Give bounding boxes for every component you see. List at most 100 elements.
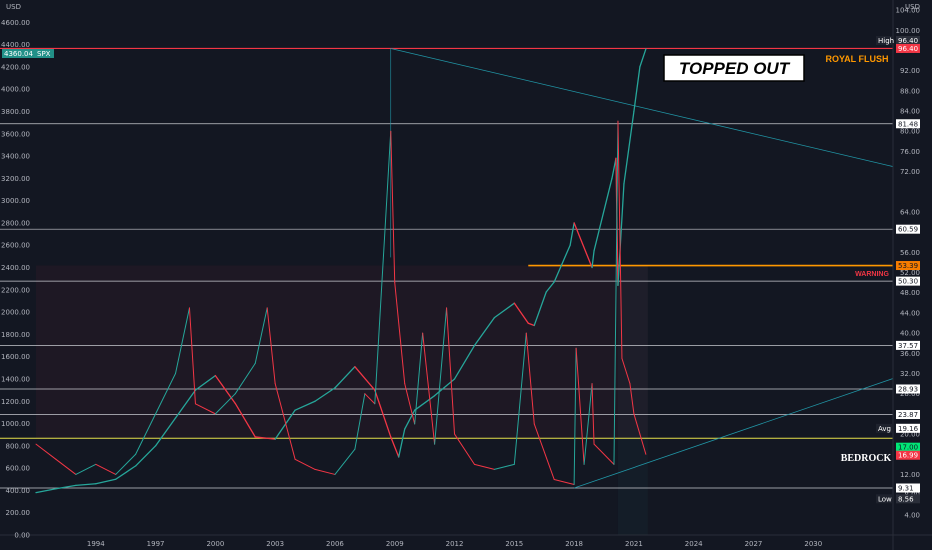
level-tag-value: 81.48 bbox=[898, 120, 918, 128]
level-tag-bg bbox=[896, 450, 920, 460]
right-tick-label: 84.00 bbox=[900, 108, 920, 116]
left-tick-label: 0.00 bbox=[14, 532, 30, 540]
right-tick-label: 80.00 bbox=[900, 128, 920, 136]
vix-segment bbox=[374, 130, 392, 405]
right-tick-label: 56.00 bbox=[900, 249, 920, 257]
spx-segment bbox=[154, 417, 177, 447]
left-tick-label: 800.00 bbox=[6, 442, 31, 450]
vix-segment bbox=[633, 413, 641, 435]
x-axis-ticks: 1994 1997 2000 2003 2006 2009 2012 2015 2018 2021… bbox=[87, 540, 822, 548]
left-tick-label: 3800.00 bbox=[1, 108, 30, 116]
level-tags: High 96.4081.4860.5953.3950.3037.5728.932… bbox=[876, 35, 920, 504]
spx-segment bbox=[214, 374, 236, 405]
vix-segment bbox=[214, 393, 236, 415]
spx-segment bbox=[294, 400, 316, 411]
vix-segment bbox=[234, 362, 256, 395]
left-tick-label: 4600.00 bbox=[1, 19, 30, 27]
left-tick-label: 2600.00 bbox=[1, 242, 30, 250]
royal-flush-tag-bg bbox=[896, 43, 920, 53]
x-tick-label: 2006 bbox=[326, 540, 344, 548]
spx-segment bbox=[234, 402, 256, 438]
spx-segment bbox=[569, 222, 575, 246]
vix-segment bbox=[314, 468, 336, 475]
x-tick-label: 1997 bbox=[147, 540, 165, 548]
vix-segment bbox=[434, 307, 448, 445]
level-tag-bg bbox=[896, 442, 920, 452]
spx-segment bbox=[254, 436, 276, 440]
spx-segment bbox=[453, 344, 476, 380]
spx-segment bbox=[404, 409, 416, 430]
level-tag-value: 23.87 bbox=[898, 411, 918, 419]
left-tick-label: 1800.00 bbox=[1, 331, 30, 339]
spx-segment bbox=[513, 302, 529, 324]
ascending-trendline bbox=[573, 378, 894, 489]
spx-segment bbox=[611, 157, 617, 179]
vix-segment bbox=[354, 393, 366, 450]
vix-segment bbox=[35, 443, 57, 460]
vix-segment bbox=[135, 413, 157, 455]
vix-segment bbox=[254, 307, 268, 364]
warning-zone-band bbox=[36, 265, 648, 439]
level-tag-bg bbox=[896, 423, 920, 433]
symbol-tag[interactable]: 4360.04 SPX bbox=[2, 49, 54, 58]
vix-segment bbox=[55, 458, 77, 475]
level-tag-bg bbox=[896, 494, 920, 504]
level-tag-bg bbox=[896, 119, 920, 129]
level-tag-label-bg bbox=[876, 35, 894, 45]
level-tag-bg bbox=[896, 483, 920, 493]
vix-segment bbox=[593, 443, 615, 465]
vix-segment bbox=[334, 448, 356, 475]
vix-segment bbox=[274, 383, 296, 460]
level-tag-bg bbox=[896, 340, 920, 350]
level-tag-label: Low bbox=[878, 495, 892, 503]
left-tick-label: 3600.00 bbox=[1, 130, 30, 138]
left-tick-label: 4000.00 bbox=[1, 86, 30, 94]
right-tick-label: 20.00 bbox=[900, 431, 920, 439]
descending-trendline bbox=[390, 48, 894, 167]
symbol-tag-bg bbox=[2, 49, 54, 58]
last-price-tag: 4360.04 bbox=[4, 50, 33, 58]
spx-segment bbox=[115, 465, 137, 480]
x-tick-label: 2030 bbox=[804, 540, 822, 548]
left-tick-label: 3200.00 bbox=[1, 175, 30, 183]
spx-segment bbox=[75, 483, 97, 487]
vix-segment bbox=[629, 383, 635, 415]
vix-segment bbox=[591, 383, 595, 445]
bedrock-label: BEDROCK bbox=[841, 453, 892, 464]
vix-segment bbox=[294, 458, 316, 470]
level-tag-value: 8.56 bbox=[898, 495, 914, 503]
x-tick-label: 2000 bbox=[206, 540, 224, 548]
spx-segment bbox=[591, 250, 595, 269]
level-tag-value: 17.00 bbox=[898, 444, 918, 452]
recovery-zone-band bbox=[617, 265, 648, 535]
warning-label: WARNING bbox=[855, 271, 889, 278]
left-tick-label: 3400.00 bbox=[1, 153, 30, 161]
symbol-tag-text: SPX bbox=[37, 50, 51, 58]
level-tag-label: Avg bbox=[878, 425, 891, 433]
vix-segment bbox=[573, 347, 577, 486]
x-tick-label: 2003 bbox=[266, 540, 284, 548]
level-tag-bg bbox=[896, 35, 920, 45]
vix-segment bbox=[583, 383, 593, 465]
right-currency-label: USD bbox=[905, 3, 920, 11]
x-tick-label: 2027 bbox=[745, 540, 763, 548]
vix-segment bbox=[493, 463, 515, 470]
level-tag-label-bg bbox=[876, 423, 894, 433]
right-tick-label: 44.00 bbox=[900, 309, 920, 317]
left-tick-label: 4200.00 bbox=[1, 63, 30, 71]
left-tick-label: 200.00 bbox=[6, 509, 31, 517]
spx-segment bbox=[174, 389, 197, 419]
spx-segment bbox=[473, 317, 496, 347]
x-tick-label: 2009 bbox=[386, 540, 404, 548]
right-tick-label: 4.00 bbox=[904, 511, 920, 519]
level-tag-value: 9.31 bbox=[898, 485, 914, 493]
left-tick-label: 400.00 bbox=[6, 487, 31, 495]
vix-segment bbox=[525, 332, 535, 425]
left-tick-label: 2000.00 bbox=[1, 309, 30, 317]
vix-segment bbox=[404, 383, 416, 425]
level-tag-label-bg bbox=[876, 494, 894, 504]
left-axis-ticks: 0.00 200.00 400.00 600.00 800.00 1000.00 1200.… bbox=[1, 19, 30, 540]
level-tag-bg bbox=[896, 276, 920, 286]
